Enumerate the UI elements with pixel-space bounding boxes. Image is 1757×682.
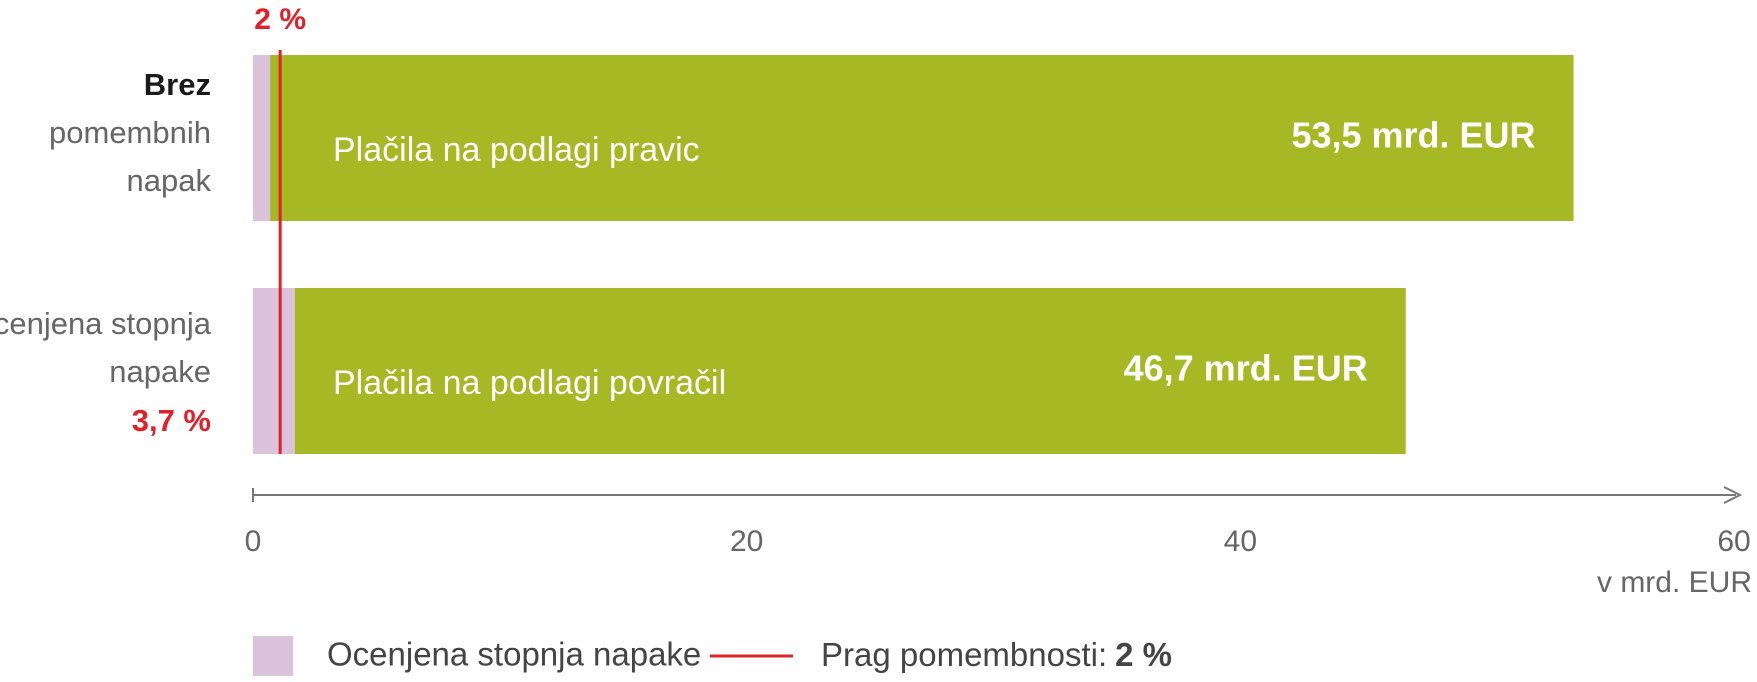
bar-label: Plačila na podlagi pravic xyxy=(333,131,700,169)
error-segment xyxy=(253,55,271,221)
threshold-label: 2 % xyxy=(254,3,306,36)
legend-label: Prag pomembnosti: 2 % xyxy=(821,636,1172,673)
category-label: 3,7 % xyxy=(132,403,211,438)
category-label: Ocenjena stopnja xyxy=(0,306,212,341)
bar xyxy=(253,288,1406,454)
category-label: napake xyxy=(109,354,211,389)
x-axis-label: v mrd. EUR xyxy=(1597,566,1752,599)
bar-label: Plačila na podlagi povračil xyxy=(333,364,726,402)
x-tick-label: 60 xyxy=(1717,525,1750,558)
value-label: 53,5 mrd. EUR xyxy=(1291,115,1535,156)
legend-threshold-value: 2 % xyxy=(1115,636,1172,673)
category-label: Brez xyxy=(144,67,211,102)
category-label: napak xyxy=(127,163,212,198)
bar xyxy=(253,55,1574,221)
x-tick-label: 20 xyxy=(730,525,763,558)
error-segment xyxy=(253,288,295,454)
axis-arrow xyxy=(1723,486,1743,504)
value-label: 46,7 mrd. EUR xyxy=(1124,348,1368,389)
legend-swatch xyxy=(253,636,293,676)
x-tick-label: 0 xyxy=(245,525,262,558)
x-tick-label: 40 xyxy=(1224,525,1257,558)
legend-threshold-name: Prag pomembnosti: xyxy=(821,636,1107,673)
legend-label: Ocenjena stopnja napake xyxy=(327,636,701,673)
category-label: pomembnih xyxy=(49,115,211,150)
